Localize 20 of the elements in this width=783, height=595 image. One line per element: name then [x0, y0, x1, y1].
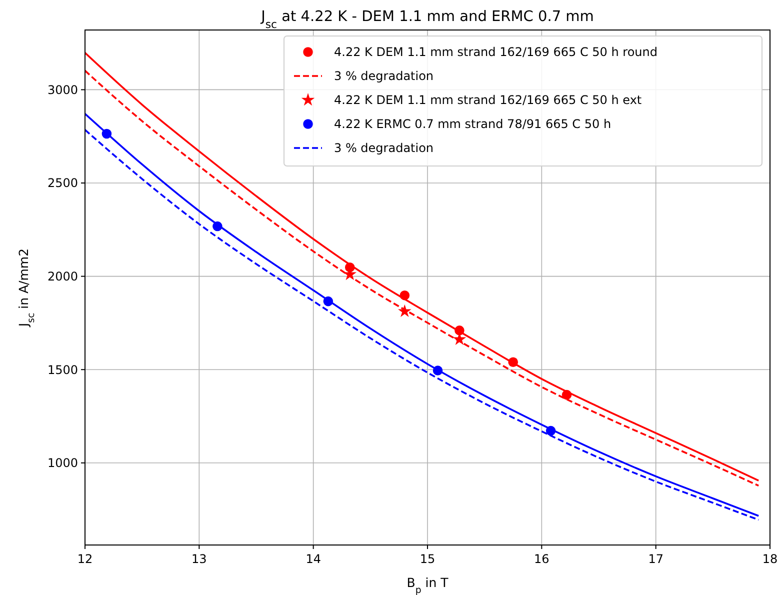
x-tick-label: 18 — [762, 552, 778, 566]
legend-label: 3 % degradation — [334, 141, 434, 156]
legend-label: 4.22 K ERMC 0.7 mm strand 78/91 665 C 50 h — [334, 117, 612, 132]
y-tick-label: 2000 — [47, 270, 78, 284]
legend-label: 3 % degradation — [334, 69, 434, 84]
y-tick-label: 2500 — [47, 176, 78, 190]
x-tick-label: 15 — [420, 552, 436, 566]
y-tick-label: 1500 — [47, 362, 78, 377]
x-tick-label: 17 — [648, 552, 664, 566]
point — [398, 304, 412, 318]
y-tick-label: 1000 — [47, 456, 78, 470]
x-tick-label: 12 — [77, 552, 93, 566]
chart-title: J$_{sc}$ at 4.22 K - DEM 1.1 mm and ERMC 0.7 mm — [260, 9, 594, 30]
legend-label: 4.22 K DEM 1.1 mm strand 162/169 665 C 50 h ext — [334, 93, 642, 108]
x-tick-label: 13 — [192, 552, 207, 566]
x-tick-label: 14 — [306, 552, 321, 566]
x-axis-title: B$_{p}$ in T — [406, 575, 449, 595]
y-tick-label: 3000 — [47, 82, 78, 97]
legend-label: 4.22 K DEM 1.1 mm strand 162/169 665 C 50 h round — [334, 45, 658, 60]
x-tick-label: 16 — [534, 552, 550, 566]
